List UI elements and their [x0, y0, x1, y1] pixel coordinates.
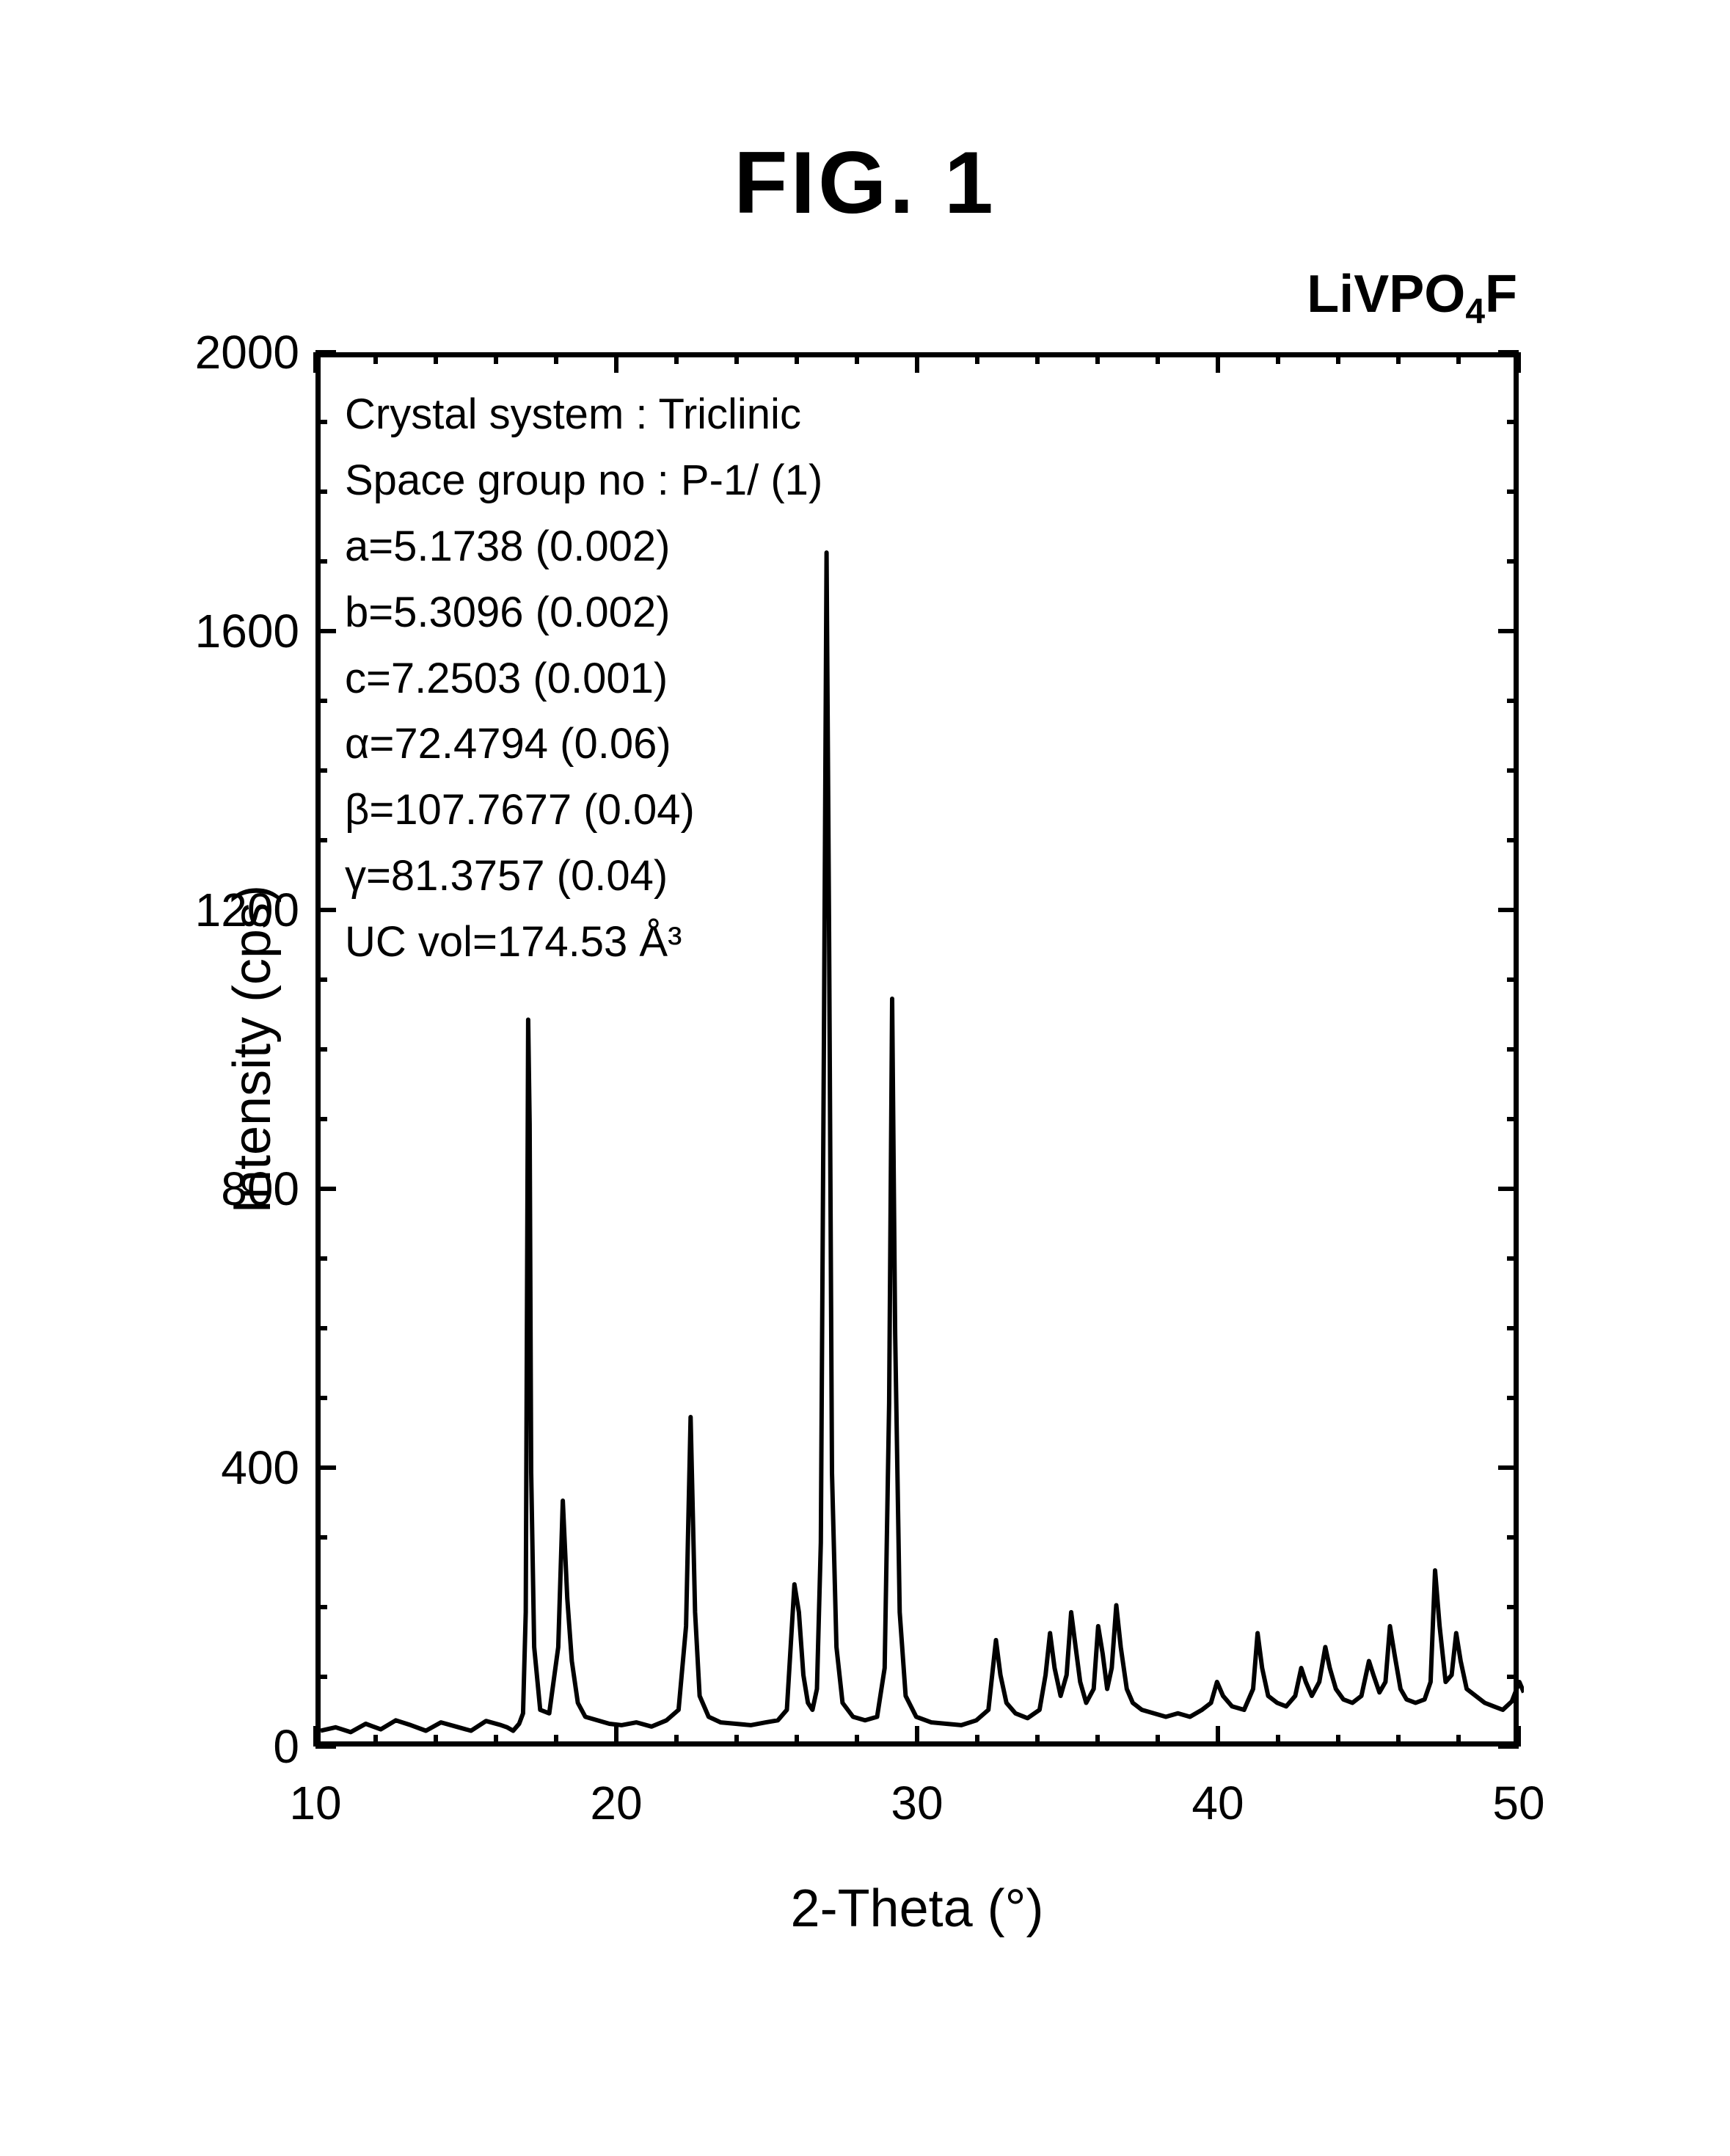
y-tick-label: 1200	[195, 883, 299, 937]
x-tick-label: 20	[590, 1776, 642, 1830]
y-tick-label: 0	[273, 1719, 299, 1774]
x-tick-label: 10	[289, 1776, 341, 1830]
annotation-line: α=72.4794 (0.06)	[345, 711, 822, 777]
y-tick-label: 400	[221, 1441, 299, 1495]
annotation-line: Space group no : P-1/ (1)	[345, 448, 822, 514]
x-tick-label: 50	[1492, 1776, 1544, 1830]
figure-container: FIG. 1 LiVPO4F Intensity (cps) 2-Theta (…	[0, 0, 1730, 2156]
axis-ticks	[0, 0, 1730, 2156]
annotation-line: c=7.2503 (0.001)	[345, 646, 822, 712]
x-tick-label: 40	[1191, 1776, 1244, 1830]
x-tick-label: 30	[891, 1776, 943, 1830]
y-tick-label: 800	[221, 1162, 299, 1216]
annotation-line: β=107.7677 (0.04)	[345, 777, 822, 843]
y-tick-label: 1600	[195, 604, 299, 658]
annotation-line: b=5.3096 (0.002)	[345, 580, 822, 646]
annotation-line: a=5.1738 (0.002)	[345, 514, 822, 580]
annotation-line: UC vol=174.53 Å³	[345, 909, 822, 975]
crystal-annotations: Crystal system : TriclinicSpace group no…	[345, 382, 822, 975]
annotation-line: Crystal system : Triclinic	[345, 382, 822, 448]
y-tick-label: 2000	[195, 325, 299, 379]
annotation-line: γ=81.3757 (0.04)	[345, 843, 822, 909]
